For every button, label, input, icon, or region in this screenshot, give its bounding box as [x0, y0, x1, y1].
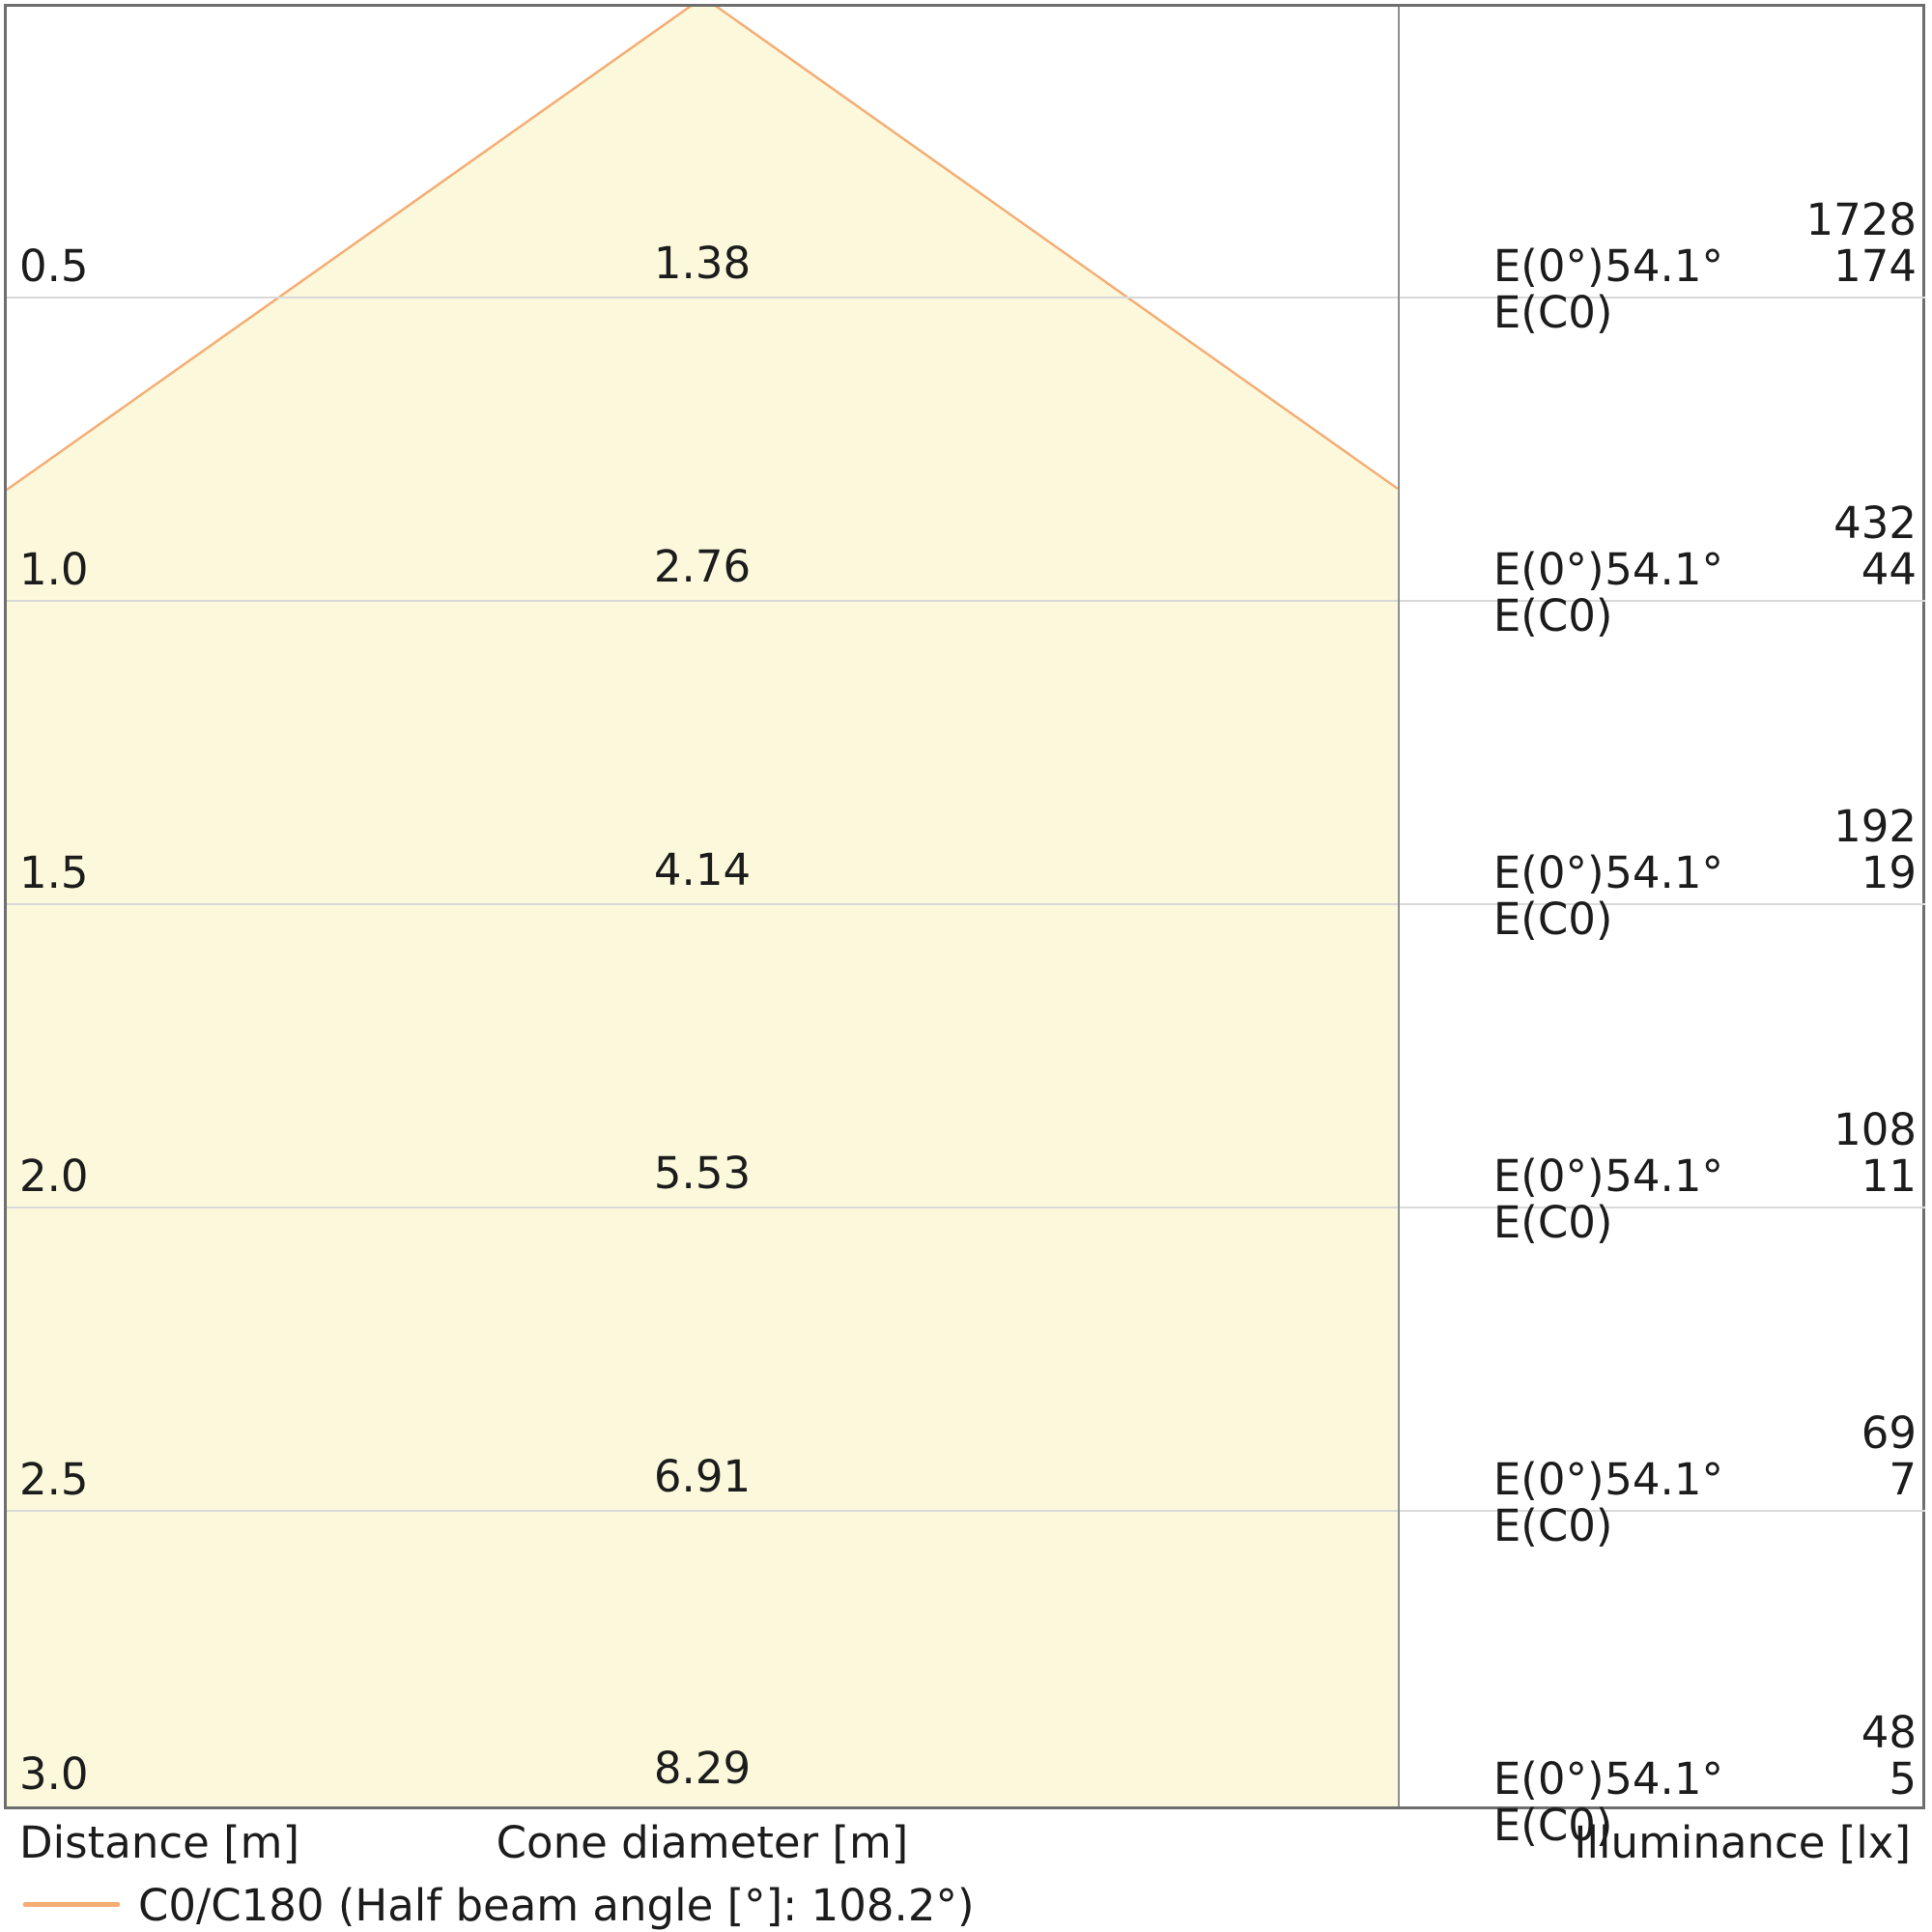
e0-label: E(0°): [1492, 1151, 1605, 1202]
ec0-value: 19: [1861, 847, 1917, 898]
illuminance-block: E(0°) 108 E(C0) 54.1° 11: [1410, 1104, 1917, 1246]
e0-line: E(0°) 108: [1410, 1104, 1917, 1200]
ec0-line: E(C0) 54.1° 19: [1410, 847, 1917, 943]
distance-label: 3.0: [19, 1748, 89, 1800]
legend-label: C0/C180 (Half beam angle [°]: 108.2°): [138, 1880, 975, 1931]
grid-line-1.0m: [7, 600, 1925, 602]
e0-value: 108: [1833, 1104, 1917, 1155]
e0-label: E(0°): [1492, 847, 1605, 898]
illuminance-block: E(0°) 432 E(C0) 54.1° 44: [1410, 497, 1917, 639]
ec0-angle: 54.1°: [1605, 1151, 1723, 1202]
e0-line: E(0°) 192: [1410, 801, 1917, 896]
e0-value: 69: [1861, 1407, 1917, 1459]
cone-edge-right: [714, 7, 1398, 491]
cone-diameter-label: 8.29: [653, 1743, 752, 1794]
ec0-angle: 54.1°: [1605, 544, 1723, 595]
grid-line-0.5m: [7, 297, 1925, 298]
ec0-value: 7: [1889, 1454, 1917, 1505]
ec0-line: E(C0) 54.1° 44: [1410, 544, 1917, 639]
illuminance-block: E(0°) 192 E(C0) 54.1° 19: [1410, 801, 1917, 943]
e0-label: E(0°): [1492, 1454, 1605, 1505]
illuminance-block: E(0°) 1728 E(C0) 54.1° 174: [1410, 194, 1917, 336]
ec0-label: E(C0): [1492, 287, 1613, 338]
cone-fill: [7, 7, 1398, 1806]
grid-line-1.5m: [7, 903, 1925, 905]
light-cone: [7, 7, 1398, 1806]
cone-diameter-label: 6.91: [653, 1451, 752, 1502]
e0-line: E(0°) 69: [1410, 1407, 1917, 1503]
ec0-value: 44: [1861, 544, 1917, 595]
distance-label: 1.0: [19, 544, 89, 595]
panel-divider: [1398, 7, 1400, 1806]
ec0-value: 5: [1889, 1753, 1917, 1804]
cone-diameter-label: 5.53: [653, 1148, 752, 1199]
ec0-angle: 54.1°: [1605, 241, 1723, 292]
distance-label: 2.5: [19, 1454, 89, 1505]
ec0-label: E(C0): [1492, 894, 1613, 945]
cone-diameter-label: 1.38: [653, 238, 752, 289]
ec0-label: E(C0): [1492, 590, 1613, 641]
e0-value: 1728: [1805, 194, 1917, 245]
e0-line: E(0°) 1728: [1410, 194, 1917, 290]
cone-diameter-axis-title: Cone diameter [m]: [496, 1817, 909, 1868]
illuminance-axis-title: Illuminance [lx]: [1574, 1817, 1911, 1868]
e0-line: E(0°) 432: [1410, 497, 1917, 593]
ec0-label: E(C0): [1492, 1800, 1613, 1851]
distance-label: 0.5: [19, 241, 89, 292]
illuminance-block: E(0°) 48 E(C0) 54.1° 5: [1410, 1707, 1917, 1849]
illuminance-block: E(0°) 69 E(C0) 54.1° 7: [1410, 1407, 1917, 1549]
cone-diameter-label: 4.14: [653, 844, 752, 895]
ec0-angle: 54.1°: [1605, 847, 1723, 898]
ec0-line: E(C0) 54.1° 5: [1410, 1753, 1917, 1849]
ec0-angle: 54.1°: [1605, 1753, 1723, 1804]
e0-label: E(0°): [1492, 544, 1605, 595]
ec0-angle: 54.1°: [1605, 1454, 1723, 1505]
cone-diameter-label: 2.76: [653, 541, 752, 592]
distance-label: 1.5: [19, 847, 89, 898]
distance-label: 2.0: [19, 1151, 89, 1202]
ec0-value: 11: [1861, 1151, 1917, 1202]
ec0-line: E(C0) 54.1° 11: [1410, 1151, 1917, 1246]
ec0-line: E(C0) 54.1° 7: [1410, 1454, 1917, 1549]
e0-value: 48: [1861, 1707, 1917, 1758]
grid-line-2.0m: [7, 1207, 1925, 1208]
distance-axis-title: Distance [m]: [19, 1817, 300, 1868]
ec0-label: E(C0): [1492, 1500, 1613, 1551]
e0-value: 432: [1833, 497, 1917, 549]
grid-line-2.5m: [7, 1510, 1925, 1512]
ec0-line: E(C0) 54.1° 174: [1410, 241, 1917, 336]
e0-line: E(0°) 48: [1410, 1707, 1917, 1803]
e0-label: E(0°): [1492, 241, 1605, 292]
cone-edge-left: [7, 7, 693, 492]
ec0-value: 174: [1833, 241, 1917, 292]
e0-label: E(0°): [1492, 1753, 1605, 1804]
e0-value: 192: [1833, 801, 1917, 852]
ec0-label: E(C0): [1492, 1197, 1613, 1248]
legend-line-swatch: [23, 1902, 120, 1907]
